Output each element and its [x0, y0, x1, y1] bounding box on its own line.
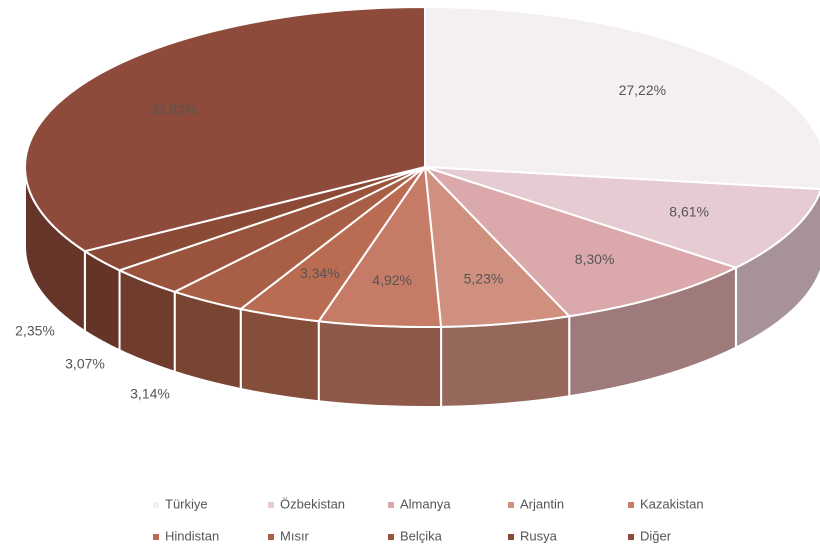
legend-label: Özbekistan [280, 496, 345, 511]
legend-label: Mısır [280, 528, 310, 543]
slice [424, 166, 739, 318]
data-label: 3,34% [300, 265, 340, 281]
legend-swatch [268, 502, 274, 508]
data-label: 8,30% [575, 251, 615, 267]
data-label: 3,07% [65, 356, 105, 372]
legend-swatch [153, 502, 159, 508]
data-label: 5,23% [464, 271, 504, 287]
legend-label: Türkiye [165, 496, 208, 511]
legend-swatch [628, 534, 634, 540]
slice-side [440, 315, 571, 408]
slice [424, 166, 820, 269]
legend-swatch [508, 534, 514, 540]
legend-label: Belçika [400, 528, 443, 543]
legend-swatch [388, 502, 394, 508]
legend-swatch [268, 534, 274, 540]
legend-swatch [508, 502, 514, 508]
data-label: 3,14% [130, 386, 170, 402]
legend-label: Diğer [640, 528, 672, 543]
data-label: 27,22% [619, 82, 666, 98]
legend-swatch [388, 534, 394, 540]
legend-label: Arjantin [520, 496, 564, 511]
legend-label: Kazakistan [640, 496, 704, 511]
legend-label: Hindistan [165, 528, 219, 543]
data-label: 2,35% [15, 323, 55, 339]
data-label: 8,61% [669, 204, 709, 220]
slice [24, 5, 426, 253]
legend-label: Almanya [400, 496, 451, 511]
data-label: 4,92% [372, 272, 412, 288]
legend-swatch [153, 534, 159, 540]
legend-swatch [628, 502, 634, 508]
slice [424, 5, 820, 191]
slice-side [317, 320, 443, 409]
legend-label: Rusya [520, 528, 558, 543]
slice-side [239, 307, 320, 403]
data-label: 33,82% [150, 102, 197, 118]
